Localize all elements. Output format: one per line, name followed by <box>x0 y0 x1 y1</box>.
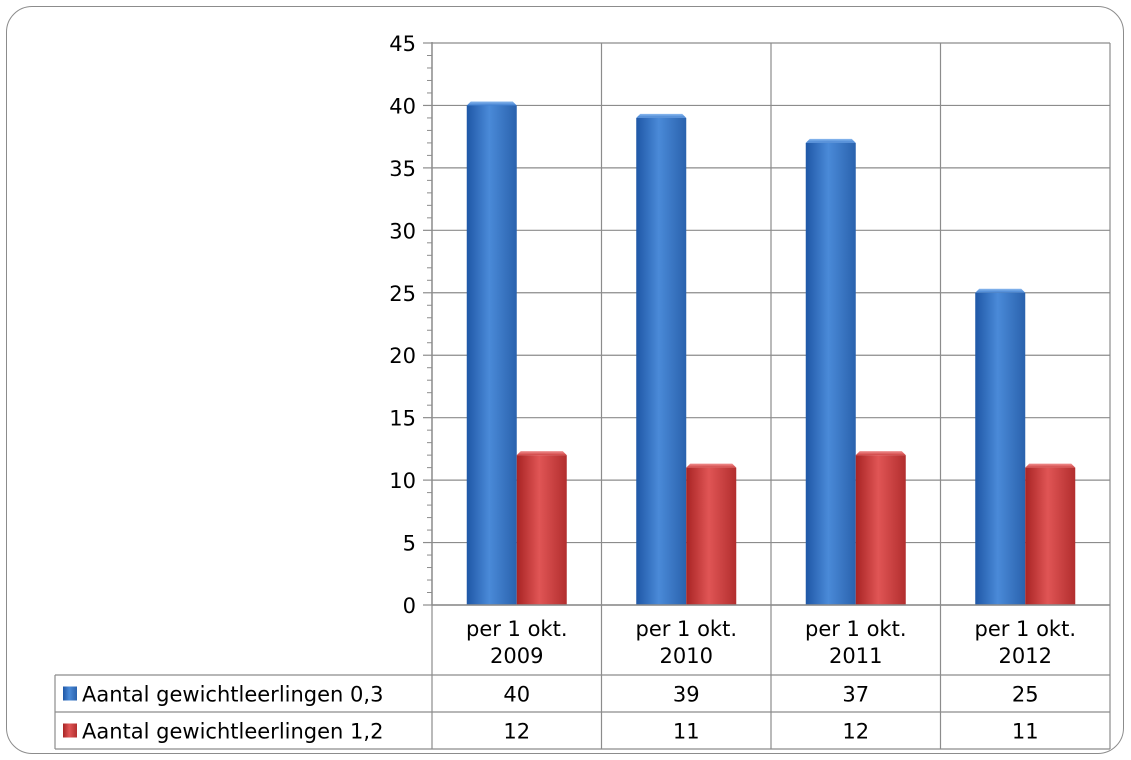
bar <box>516 455 567 605</box>
bar <box>855 455 906 605</box>
bar <box>636 117 687 605</box>
y-tick-label: 40 <box>389 94 416 118</box>
bar-cap <box>516 451 567 456</box>
table-value: 25 <box>1012 683 1039 707</box>
series-label: Aantal gewichtleerlingen 0,3 <box>82 683 383 707</box>
y-axis: 0 5 10 15 20 25 30 35 40 45 <box>389 32 433 618</box>
bar-cap <box>636 113 687 118</box>
bar-cap <box>686 463 737 468</box>
category-label: 2010 <box>660 644 713 668</box>
table-value: 11 <box>1012 720 1039 744</box>
category-label: per 1 okt. <box>635 617 737 641</box>
bar <box>466 105 517 605</box>
table-value: 39 <box>673 683 700 707</box>
bar <box>686 467 737 605</box>
bar-cap <box>855 451 906 456</box>
y-tick-label: 30 <box>389 219 416 243</box>
y-tick-label: 10 <box>389 469 416 493</box>
bars <box>466 101 1076 605</box>
bar-cap <box>975 288 1026 293</box>
bar-cap <box>1025 463 1076 468</box>
y-tick-label: 35 <box>389 157 416 181</box>
category-label: 2012 <box>999 644 1052 668</box>
bar-cap <box>466 101 517 106</box>
y-tick-label: 20 <box>389 344 416 368</box>
legend-swatch <box>63 686 77 701</box>
chart-frame <box>6 6 1124 754</box>
y-tick-label: 45 <box>389 32 416 56</box>
series-label: Aantal gewichtleerlingen 1,2 <box>82 720 383 744</box>
bar <box>1025 467 1076 605</box>
y-tick-label: 0 <box>403 594 416 618</box>
category-label: per 1 okt. <box>974 617 1076 641</box>
table-value: 12 <box>842 720 869 744</box>
data-table: per 1 okt. 2009 per 1 okt. 2010 per 1 okt. 20… <box>54 604 1111 750</box>
table-value: 12 <box>503 720 530 744</box>
category-label: per 1 okt. <box>805 617 907 641</box>
category-label: 2011 <box>829 644 882 668</box>
bar <box>975 292 1026 605</box>
legend-swatch <box>63 723 77 738</box>
category-label: 2009 <box>490 644 543 668</box>
bar <box>805 142 856 605</box>
table-value: 11 <box>673 720 700 744</box>
y-tick-label: 5 <box>403 532 416 556</box>
y-tick-label: 25 <box>389 282 416 306</box>
table-value: 37 <box>842 683 869 707</box>
bar-cap <box>805 138 856 143</box>
category-label: per 1 okt. <box>466 617 568 641</box>
y-tick-label: 15 <box>389 407 416 431</box>
table-value: 40 <box>503 683 530 707</box>
